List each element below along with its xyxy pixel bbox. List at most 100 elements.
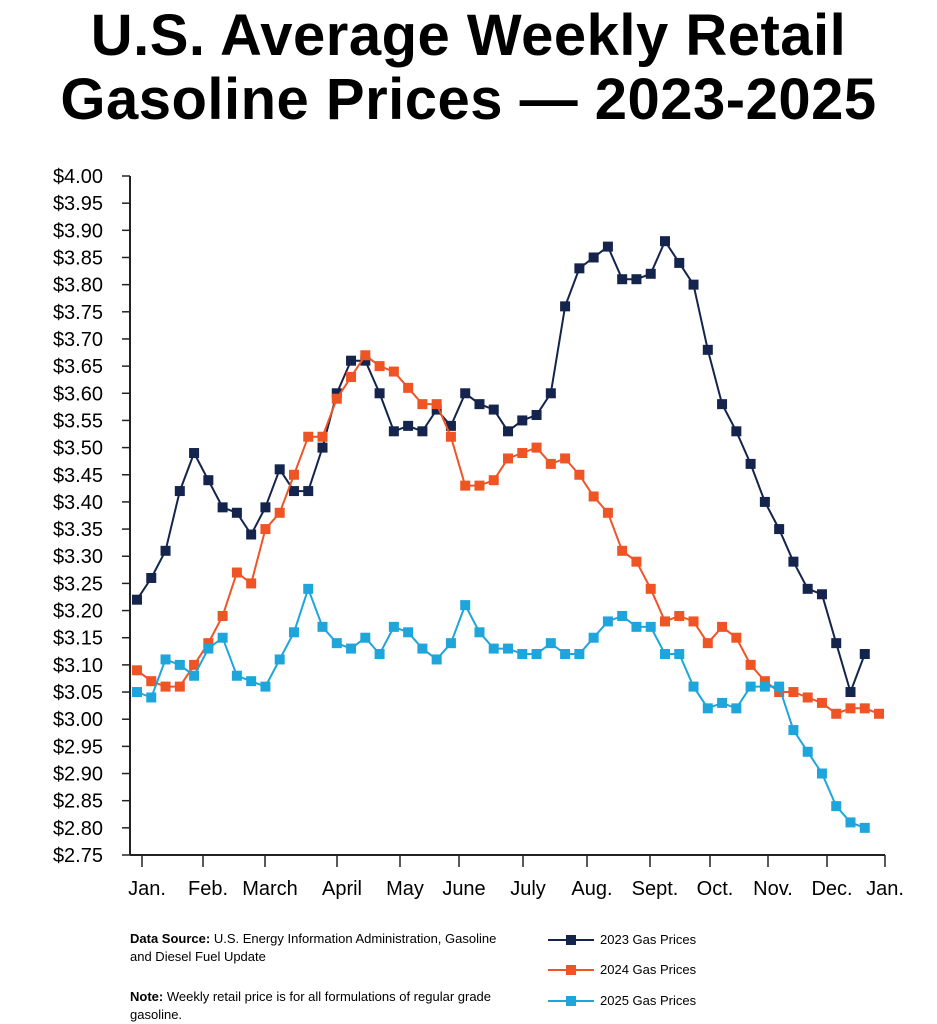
data-point-2024 (745, 659, 756, 670)
data-source-text: U.S. Energy Information Administration, … (130, 931, 497, 964)
data-point-2025 (132, 687, 142, 698)
data-point-2025 (745, 681, 756, 692)
y-tick-label: $2.95 (53, 736, 103, 758)
data-point-2023 (288, 486, 299, 497)
data-point-2025 (602, 616, 613, 627)
data-point-2023 (560, 301, 571, 312)
data-point-2024 (874, 708, 885, 719)
data-point-2023 (745, 458, 756, 469)
y-tick-label: $3.50 (53, 438, 103, 460)
data-point-2025 (659, 649, 670, 660)
data-point-2025 (588, 632, 599, 643)
data-point-2023 (203, 475, 214, 486)
data-point-2025 (717, 697, 728, 708)
legend-swatch-2024 (548, 964, 594, 975)
data-point-2024 (688, 616, 699, 627)
data-point-2023 (174, 486, 185, 497)
data-point-2024 (132, 665, 142, 676)
data-point-2024 (531, 442, 542, 453)
data-point-2024 (802, 692, 813, 703)
y-tick-label: $4.00 (53, 166, 103, 188)
data-point-2025 (460, 600, 471, 611)
data-point-2023 (731, 426, 742, 437)
data-point-2025 (146, 692, 157, 703)
y-tick-label: $3.30 (53, 546, 103, 568)
data-point-2023 (845, 687, 856, 698)
formulation-note: Note: Weekly retail price is for all for… (130, 988, 510, 1024)
data-point-2023 (317, 442, 328, 453)
data-point-2025 (189, 670, 200, 681)
data-point-2025 (331, 638, 342, 649)
data-point-2024 (659, 616, 670, 627)
data-point-2023 (431, 404, 442, 415)
data-point-2023 (831, 638, 842, 649)
data-point-2024 (488, 475, 499, 486)
data-point-2025 (731, 703, 742, 714)
x-tick-label: April (322, 878, 362, 900)
data-point-2024 (431, 399, 442, 410)
chart-title-line-1: U.S. Average Weekly Retail (90, 3, 847, 68)
data-point-2025 (831, 801, 842, 812)
y-tick-label: $2.85 (53, 791, 103, 813)
data-point-2025 (759, 681, 770, 692)
data-point-2023 (488, 404, 499, 415)
x-tick-label: Sept. (632, 878, 679, 900)
data-point-2024 (759, 676, 770, 687)
data-point-2023 (217, 502, 228, 513)
data-point-2023 (717, 399, 728, 410)
legend-item-2023: 2023 Gas Prices (548, 932, 696, 947)
data-point-2024 (859, 703, 870, 714)
data-source-note: Data Source: U.S. Energy Information Adm… (130, 930, 510, 966)
y-tick-label: $3.40 (53, 492, 103, 514)
data-point-2024 (788, 687, 799, 698)
data-point-2024 (260, 524, 271, 535)
data-point-2023 (474, 399, 485, 410)
y-tick-label: $3.45 (53, 465, 103, 487)
y-tick-label: $3.20 (53, 601, 103, 623)
data-point-2024 (474, 480, 485, 491)
y-tick-label: $2.90 (53, 764, 103, 786)
chart-title: U.S. Average Weekly Retail Gasoline Pric… (0, 4, 937, 132)
data-point-2023 (331, 388, 342, 399)
data-point-2024 (160, 681, 171, 692)
x-tick-label: Oct. (697, 878, 734, 900)
data-point-2025 (645, 621, 656, 632)
data-point-2025 (517, 649, 528, 660)
data-point-2023 (588, 252, 599, 263)
data-point-2024 (517, 448, 528, 459)
data-point-2023 (403, 420, 414, 431)
data-point-2023 (545, 388, 556, 399)
data-point-2025 (303, 583, 314, 594)
y-tick-label: $3.05 (53, 682, 103, 704)
x-tick-label: June (442, 878, 485, 900)
data-point-2023 (374, 388, 385, 399)
data-source-label: Data Source: (130, 931, 211, 946)
data-point-2023 (346, 355, 357, 366)
data-point-2024 (203, 638, 214, 649)
data-point-2025 (431, 654, 442, 665)
data-point-2024 (774, 687, 785, 698)
data-point-2024 (374, 361, 385, 372)
data-point-2025 (288, 627, 299, 638)
y-tick-label: $3.35 (53, 519, 103, 541)
data-point-2023 (631, 274, 642, 285)
data-point-2024 (331, 393, 342, 404)
data-point-2024 (346, 371, 357, 382)
data-point-2023 (574, 263, 585, 274)
data-point-2025 (388, 621, 399, 632)
data-point-2023 (674, 257, 685, 268)
data-point-2025 (274, 654, 285, 665)
data-point-2023 (260, 502, 271, 513)
data-point-2024 (445, 431, 456, 442)
data-point-2024 (602, 507, 613, 518)
data-point-2023 (231, 507, 242, 518)
y-tick-label: $2.80 (53, 818, 103, 840)
data-point-2024 (146, 676, 157, 687)
series-line-2025 (136, 585, 866, 829)
data-point-2024 (617, 545, 628, 556)
data-point-2024 (731, 632, 742, 643)
y-tick-label: $3.10 (53, 655, 103, 677)
data-point-2025 (688, 681, 699, 692)
data-point-2023 (517, 415, 528, 426)
